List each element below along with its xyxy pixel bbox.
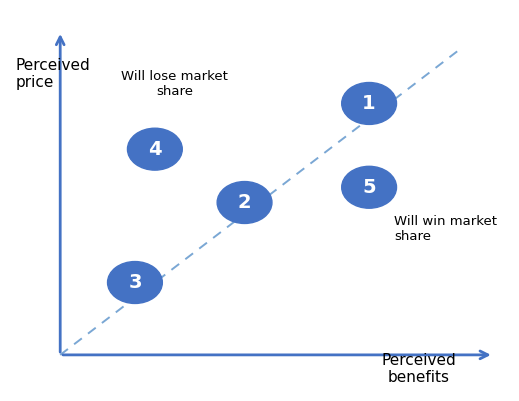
Circle shape: [128, 128, 182, 170]
Circle shape: [217, 182, 272, 223]
Text: 4: 4: [148, 140, 162, 159]
Text: 1: 1: [362, 94, 376, 113]
Text: Perceived
price: Perceived price: [16, 58, 90, 90]
Text: Will win market
share: Will win market share: [394, 215, 497, 243]
Circle shape: [342, 83, 397, 124]
Text: 2: 2: [238, 193, 251, 212]
Text: Perceived
benefits: Perceived benefits: [381, 353, 456, 385]
Circle shape: [107, 261, 162, 304]
Circle shape: [342, 166, 397, 208]
Text: 3: 3: [128, 273, 142, 292]
Text: 5: 5: [362, 178, 376, 197]
Text: Will lose market
share: Will lose market share: [121, 71, 228, 98]
